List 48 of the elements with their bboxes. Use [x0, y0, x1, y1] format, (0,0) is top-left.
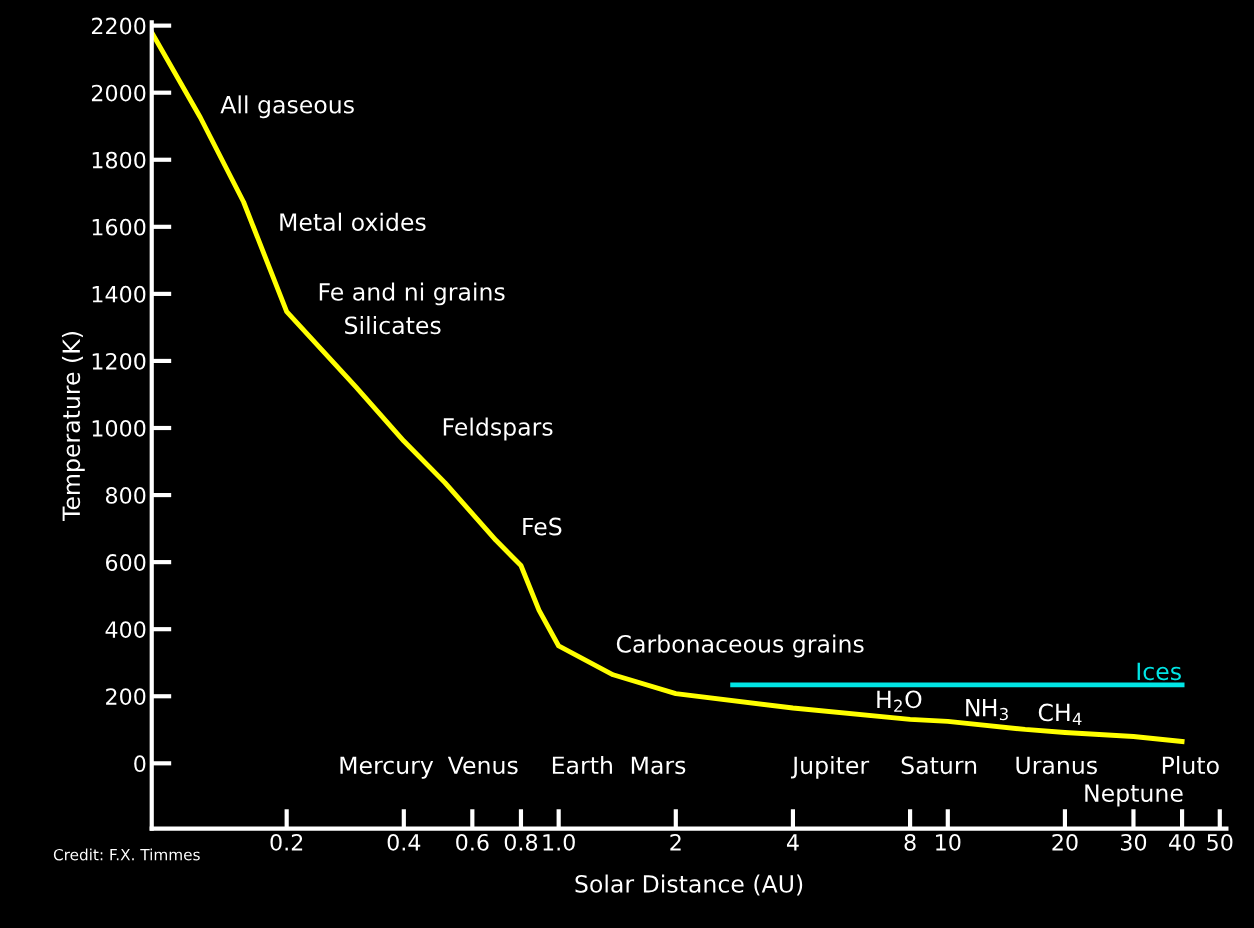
annotation: Mars	[631, 756, 686, 775]
x-tick-label: 30	[1121, 833, 1147, 851]
x-tick-label: 0.4	[387, 833, 421, 851]
y-tick-label: 1000	[92, 419, 146, 437]
annotation: Uranus	[1016, 756, 1097, 775]
series-label: Ices	[1137, 662, 1181, 681]
x-tick-label: 0.2	[270, 833, 303, 851]
y-axis-title: Temperature (K)	[61, 332, 85, 522]
y-tick-label: 400	[105, 621, 146, 638]
annotation: Earth	[552, 755, 612, 775]
x-tick-label: 20	[1052, 833, 1078, 851]
annotation: Neptune	[1085, 784, 1183, 807]
annotation: Venus	[447, 756, 518, 775]
annotation: Pluto	[1162, 755, 1219, 775]
x-tick-label: 10	[936, 833, 961, 851]
y-tick-label: 2000	[91, 84, 146, 102]
y-tick-label: 1400	[92, 285, 146, 303]
annotation: Fe and ni grains	[319, 282, 505, 306]
y-tick-label: 0	[134, 755, 146, 773]
annotation: FeS	[523, 517, 562, 536]
x-tick-label: 50	[1207, 833, 1233, 851]
annotation: Saturn	[901, 756, 977, 775]
y-tick-label: 200	[106, 688, 146, 706]
annotation: Jupiter	[790, 755, 870, 779]
x-axis-title: Solar Distance (AU)	[575, 874, 803, 896]
x-tick-label: 0.8	[504, 833, 538, 851]
annotation: All gaseous	[220, 95, 354, 119]
y-tick-label: 600	[106, 554, 146, 571]
annotation: H$_{2}$O	[877, 690, 922, 712]
y-tick-label: 2200	[91, 17, 146, 35]
annotation: Carbonaceous grains	[616, 634, 864, 658]
annotation: Mercury	[340, 756, 434, 779]
annotation: CH$_{4}$	[1038, 703, 1082, 725]
x-tick-label: 0.6	[456, 833, 489, 851]
text: Credit: F.X. Timmes	[53, 848, 200, 861]
x-tick-label: 1.0	[543, 833, 575, 851]
y-tick-label: 1200	[92, 352, 146, 370]
annotation: Metal oxides	[280, 212, 426, 231]
x-tick-label: 2	[670, 833, 681, 851]
y-tick-label: 800	[105, 487, 146, 504]
annotation: Silicates	[345, 315, 441, 335]
y-tick-label: 1600	[92, 218, 146, 236]
x-tick-label: 4	[786, 834, 799, 851]
x-tick-label: 40	[1169, 833, 1195, 851]
y-tick-label: 1800	[92, 151, 146, 169]
annotation: Feldspars	[443, 417, 553, 441]
annotation: NH$_{3}$	[966, 698, 1008, 721]
x-tick-label: 8	[904, 833, 916, 851]
